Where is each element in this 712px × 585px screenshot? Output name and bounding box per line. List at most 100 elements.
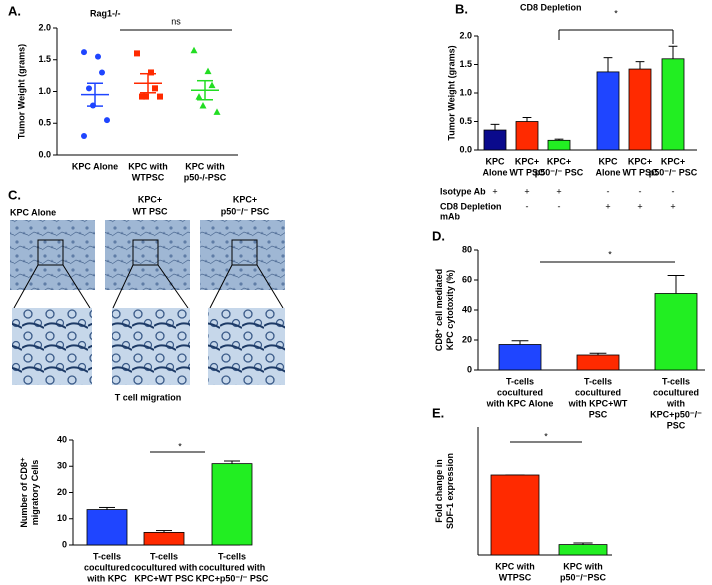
image-header: KPC Alone: [10, 207, 56, 217]
y-tick-label: 40: [462, 304, 472, 314]
row-value: +: [524, 186, 529, 196]
bar: [628, 68, 652, 151]
x-tick-label: KPC: [485, 156, 505, 166]
data-point: [213, 108, 221, 115]
x-tick-label: KPC+: [515, 156, 539, 166]
x-tick-label: cocultured: [84, 562, 130, 572]
y-tick-label: 60: [462, 274, 472, 284]
significance-label: *: [544, 431, 548, 441]
data-point: [134, 50, 140, 57]
x-tick-label: Alone: [482, 167, 507, 177]
significance-label: *: [608, 249, 612, 259]
data-point: [204, 67, 212, 75]
x-tick-label: KPC with: [185, 161, 225, 171]
chart-title: Rag1-/-: [90, 8, 121, 18]
bar: [143, 532, 185, 546]
panel-label: E.: [432, 405, 444, 420]
image-zoom: [208, 308, 285, 385]
x-tick-label: KPC Alone: [72, 161, 118, 171]
data-point: [143, 93, 149, 100]
y-tick-label: 1.0: [459, 87, 472, 97]
x-tick-label: cocultured: [653, 387, 699, 397]
data-point: [190, 46, 198, 54]
x-tick-label: Alone: [595, 167, 620, 177]
y-axis-label: Fold change in: [434, 459, 444, 523]
x-tick-label: p50⁻/⁻PSC: [560, 572, 607, 582]
row-value: -: [607, 186, 610, 196]
y-tick-label: 0.5: [38, 118, 51, 128]
y-tick-label: 80: [462, 244, 472, 254]
bar: [86, 509, 128, 546]
x-tick-label: cocultured: [497, 387, 543, 397]
image-caption: T cell migration: [115, 392, 182, 402]
y-tick-label: 0.5: [459, 116, 472, 126]
row-value: +: [670, 201, 675, 211]
data-point: [99, 69, 105, 76]
row-value: -: [672, 186, 675, 196]
row-value: -: [639, 186, 642, 196]
data-point: [81, 132, 87, 139]
row-value: +: [637, 201, 642, 211]
bar: [515, 121, 539, 151]
image-header: KPC+: [138, 194, 162, 204]
y-tick-label: 30: [57, 461, 67, 471]
image-header: KPC+: [233, 194, 257, 204]
y-tick-label: 10: [57, 513, 67, 523]
bar: [558, 544, 608, 556]
y-tick-label: 1.0: [38, 86, 51, 96]
bar: [211, 463, 253, 546]
x-tick-label: KPC with: [563, 561, 603, 571]
y-axis-label: SDF-1 expression: [445, 453, 455, 529]
x-tick-label: cocultured with: [131, 562, 198, 572]
x-tick-label: KPC+: [628, 156, 652, 166]
data-point: [104, 117, 110, 124]
x-tick-label: with KPC Alone: [486, 398, 554, 408]
x-tick-label: PSC: [667, 420, 686, 430]
y-tick-label: 40: [57, 434, 67, 444]
data-point: [81, 49, 87, 56]
data-point: [95, 53, 101, 60]
x-tick-label: T-cells: [662, 376, 690, 386]
data-point: [208, 81, 216, 89]
data-point: [157, 93, 163, 100]
y-tick-label: 0: [62, 539, 67, 549]
x-tick-label: cocultured: [575, 387, 621, 397]
x-tick-label: WTPSC: [132, 172, 165, 182]
x-tick-label: KPC+p50⁻/⁻: [650, 409, 702, 419]
zoom-box: [231, 239, 258, 266]
data-point: [139, 93, 145, 100]
y-tick-label: 1.5: [38, 54, 51, 64]
y-axis-label: migratory Cells: [30, 460, 40, 526]
data-point: [195, 93, 203, 100]
data-point: [152, 85, 158, 92]
bar: [596, 71, 620, 151]
zoom-box: [37, 239, 64, 266]
x-tick-label: KPC+: [547, 156, 571, 166]
y-axis-label: Tumor Weight (grams): [16, 44, 26, 139]
y-axis-label: Number of CD8⁺: [19, 457, 29, 528]
x-tick-label: WT PSC: [623, 167, 658, 177]
bar: [654, 293, 698, 371]
data-point: [148, 69, 154, 76]
y-tick-label: 1.5: [459, 59, 472, 69]
zoom-box: [132, 239, 159, 266]
y-tick-label: 0.0: [459, 144, 472, 154]
y-tick-label: 20: [57, 487, 67, 497]
x-tick-label: KPC+p50⁻/⁻ PSC: [196, 573, 269, 583]
x-tick-label: with: [666, 398, 685, 408]
y-tick-label: 0.0: [38, 149, 51, 159]
y-tick-label: 2.0: [38, 22, 51, 32]
significance-label: *: [178, 441, 182, 451]
x-tick-label: KPC with: [128, 161, 168, 171]
y-tick-label: 20: [462, 334, 472, 344]
x-tick-label: T-cells: [218, 551, 246, 561]
row-value: +: [556, 186, 561, 196]
x-tick-label: KPC+: [661, 156, 685, 166]
y-axis-label: Tumor Weight (grams): [446, 45, 456, 140]
bar: [661, 58, 685, 151]
x-tick-label: T-cells: [584, 376, 612, 386]
bar: [490, 474, 540, 556]
microscopy-images: [10, 220, 285, 385]
image-zoom: [12, 308, 92, 385]
